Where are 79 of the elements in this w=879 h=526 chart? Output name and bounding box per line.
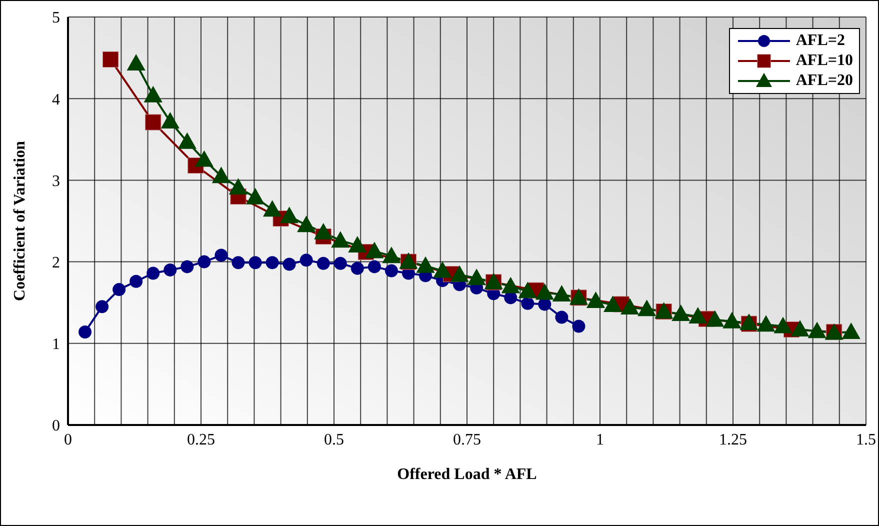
point [604,296,622,312]
point [266,256,279,270]
point [842,323,860,339]
point [96,300,109,314]
point [348,236,366,252]
point [536,284,554,300]
point [350,262,364,275]
x-tick-label: 0.25 [187,431,215,448]
point [620,298,639,314]
y-tick-label: 4 [52,91,60,108]
point [368,260,381,274]
x-tick-label: 1.25 [719,431,747,448]
point [246,188,264,204]
point [791,320,809,337]
point [521,296,534,310]
point [382,247,400,264]
point [572,320,586,333]
point [161,112,180,128]
point [468,269,486,286]
point [214,248,228,262]
point [672,305,690,322]
point [145,114,162,130]
point [130,274,143,288]
point [450,266,468,282]
point [127,54,146,71]
point [774,317,792,334]
point [195,150,214,167]
y-tick-label: 3 [52,172,60,190]
point [164,263,177,276]
point [334,256,347,270]
y-tick-label: 1 [52,336,60,354]
point [297,216,316,232]
legend-label: AFL=20 [796,72,853,90]
point [416,256,434,273]
x-tick-label: 1 [596,431,604,448]
point [688,308,707,324]
point [232,256,245,270]
point [757,316,775,332]
point [706,310,724,327]
point [808,322,826,338]
point [502,277,520,294]
point [555,310,568,324]
point [722,312,741,328]
point [365,242,384,258]
legend-label: AFL=2 [796,32,845,50]
point [280,207,298,224]
y-axis-title: Coefficient of Variation [12,140,29,301]
y-tick-label: 2 [52,254,60,272]
x-tick-label: 0 [64,431,72,448]
point [552,285,571,302]
x-axis-title: Offered Load * AFL [397,466,537,483]
point [144,86,162,102]
point [248,256,262,270]
point [282,258,296,271]
point [146,266,160,280]
x-tick-label: 0.5 [324,431,344,448]
point [518,282,537,298]
point [316,256,330,270]
point [178,132,196,149]
point [314,223,332,240]
point [112,283,126,296]
legend-label: AFL=10 [796,52,853,70]
point [384,264,398,278]
point [586,292,605,308]
point [180,260,194,274]
point [78,325,92,338]
point [434,262,452,278]
point [212,167,230,184]
y-tick-label: 0 [52,418,60,435]
x-tick-label: 0.75 [453,431,481,448]
point [263,200,282,217]
point [638,300,656,316]
point [331,232,350,248]
point [300,254,313,267]
x-tick-label: 1.5 [856,431,876,448]
y-tick-label: 5 [52,10,60,27]
point [102,51,119,68]
point [229,178,248,195]
point [198,255,211,268]
